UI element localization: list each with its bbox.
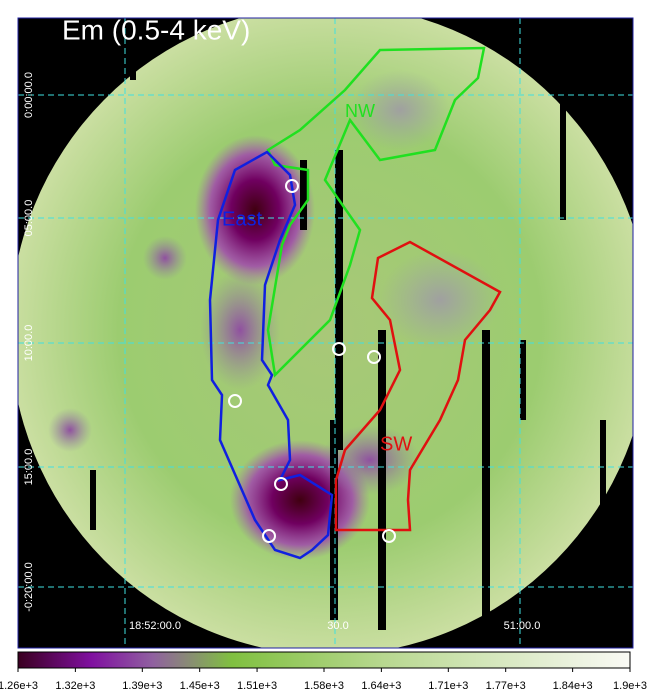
sw-region	[334, 240, 502, 532]
colorbar-tick-label: 1.39e+3	[122, 680, 162, 692]
dec-label: 05:00.0	[23, 200, 35, 237]
title: Em (0.5-4 keV)	[62, 14, 250, 45]
region-label: NW	[345, 101, 375, 121]
dec-label: 0:00:00.0	[23, 72, 35, 118]
colorbar-tick-label: 1.64e+3	[361, 680, 401, 692]
dec-label: -0:20:00.0	[23, 562, 35, 612]
east-region	[208, 150, 334, 560]
colorbar-tick-label: 1.71e+3	[428, 680, 468, 692]
frame	[17, 17, 634, 649]
image: Em (0.5-4 keV) NW East SW 0:00:00.0 05:0…	[18, 14, 633, 648]
colorbar	[17, 651, 631, 669]
colorbar-tick-label: 1.84e+3	[553, 680, 593, 692]
colorbar-tick-label: 1.45e+3	[180, 680, 220, 692]
ra-label: 30.0	[327, 620, 348, 632]
colorbar-tick-label: 1.9e+3	[613, 680, 647, 692]
dec-label: 10:00.0	[23, 325, 35, 362]
ra-label: 18:52:00.0	[129, 620, 181, 632]
region-label: East	[222, 208, 262, 230]
region-label: SW	[380, 433, 412, 455]
colorbar-tick-label: 1.32e+3	[55, 680, 95, 692]
dec-label: 15:00.0	[23, 449, 35, 486]
ra-label: 51:00.0	[504, 620, 541, 632]
colorbar-tick-label: 1.77e+3	[486, 680, 526, 692]
colorbar-tick-label: 1.51e+3	[237, 680, 277, 692]
colorbar-tick-label: 1.26e+3	[0, 680, 38, 692]
nw-region	[266, 46, 486, 378]
colorbar-tick-label: 1.58e+3	[304, 680, 344, 692]
